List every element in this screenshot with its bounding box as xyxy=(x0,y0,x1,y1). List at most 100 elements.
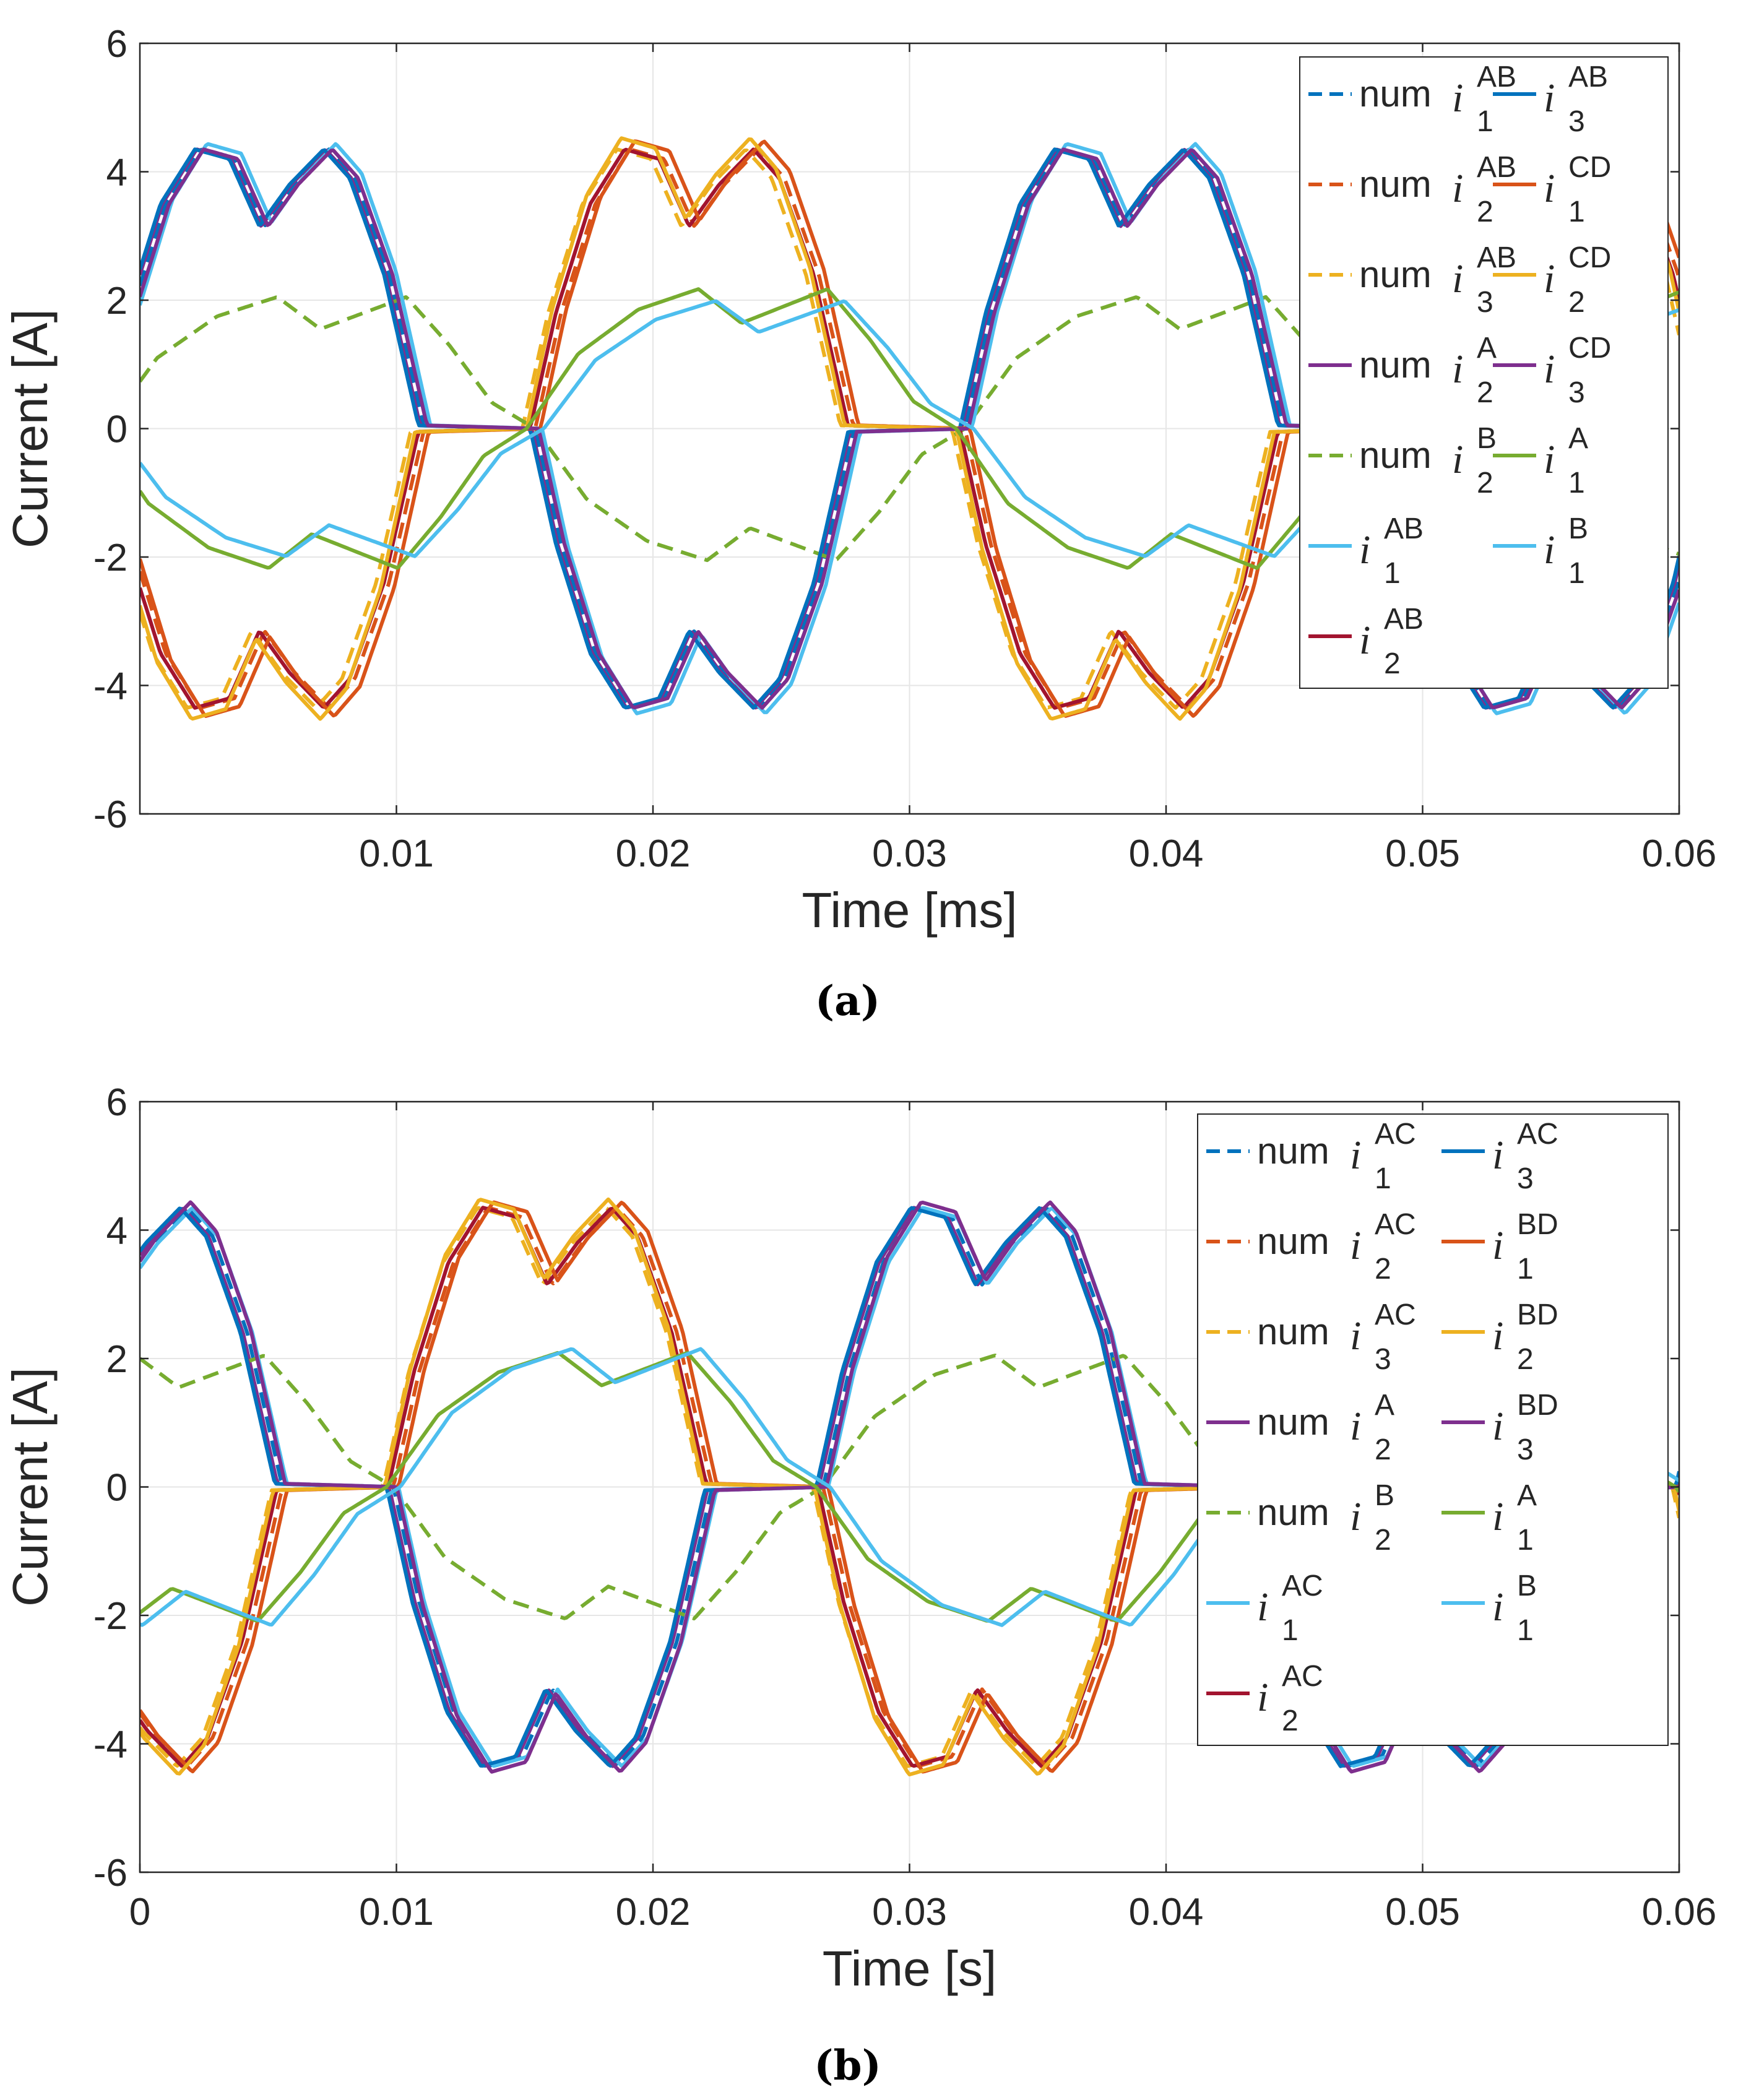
legend-superscript: AC xyxy=(1375,1298,1416,1331)
legend-superscript: AC xyxy=(1517,1118,1558,1151)
legend-item-a9: i CD 1 xyxy=(1493,151,1611,228)
x-tick-label: 0.05 xyxy=(1385,832,1460,875)
legend-prefix: num xyxy=(1257,1401,1329,1443)
y-tick-label: 6 xyxy=(106,1081,127,1124)
legend-superscript: AC xyxy=(1375,1208,1416,1241)
legend-subscript: 2 xyxy=(1568,286,1585,319)
legend-prefix: num xyxy=(1257,1311,1329,1352)
legend-item-b5: num i B 2 xyxy=(1206,1479,1394,1557)
legend-prefix: num xyxy=(1359,434,1432,476)
legend-superscript: AB xyxy=(1477,241,1516,274)
legend-item-b13: i B 1 xyxy=(1441,1570,1537,1647)
legend-superscript: B xyxy=(1375,1479,1394,1512)
legend-subscript: 3 xyxy=(1375,1343,1391,1376)
legend-subscript: 1 xyxy=(1282,1614,1299,1647)
x-axis-label: Time [s] xyxy=(823,1941,996,1996)
legend-superscript: B xyxy=(1477,422,1497,455)
x-tick-label: 0 xyxy=(129,1891,150,1934)
legend-superscript: AB xyxy=(1477,151,1516,184)
legend-superscript: AC xyxy=(1282,1660,1323,1693)
legend-symbol: i xyxy=(1544,527,1555,573)
legend-item-b7: i AC 2 xyxy=(1206,1660,1323,1737)
legend-subscript: 2 xyxy=(1477,376,1493,409)
legend-superscript: AB xyxy=(1384,603,1424,636)
legend-subscript: 2 xyxy=(1477,467,1493,499)
legend-symbol: i xyxy=(1257,1675,1268,1720)
legend-subscript: 2 xyxy=(1384,647,1401,680)
legend-item-b6: i AC 1 xyxy=(1206,1570,1323,1647)
legend-subscript: 1 xyxy=(1568,467,1585,499)
legend-subscript: 2 xyxy=(1282,1705,1299,1737)
legend-item-a11: i CD 3 xyxy=(1493,332,1611,409)
legend-item-a1: num i AB 1 xyxy=(1308,61,1516,138)
x-axis-label: Time [ms] xyxy=(802,883,1017,938)
y-tick-label: -6 xyxy=(93,1852,127,1895)
legend-superscript: CD xyxy=(1568,332,1611,365)
legend-item-b1: num i AC 1 xyxy=(1206,1118,1416,1195)
legend-symbol: i xyxy=(1544,437,1555,482)
legend-superscript: A xyxy=(1375,1389,1394,1422)
legend-box xyxy=(1299,56,1669,689)
x-tick-label: 0.04 xyxy=(1129,832,1204,875)
legend-item-a5: num i B 2 xyxy=(1308,422,1497,499)
panel-caption: (b) xyxy=(814,2041,881,2089)
legend-symbol: i xyxy=(1452,256,1463,301)
legend-symbol: i xyxy=(1350,1494,1361,1539)
x-tick-label: 0.02 xyxy=(616,1891,691,1934)
legend-symbol: i xyxy=(1452,437,1463,482)
legend-symbol: i xyxy=(1452,166,1463,211)
legend-symbol: i xyxy=(1257,1584,1268,1630)
legend-superscript: A xyxy=(1568,422,1588,455)
legend-superscript: B xyxy=(1568,512,1588,545)
legend-subscript: 2 xyxy=(1477,196,1493,228)
legend-subscript: 2 xyxy=(1375,1433,1391,1466)
legend-symbol: i xyxy=(1452,347,1463,392)
legend-symbol: i xyxy=(1492,1584,1503,1630)
legend-subscript: 3 xyxy=(1568,105,1585,138)
legend-prefix: num xyxy=(1359,344,1432,386)
legend-item-b3: num i AC 3 xyxy=(1206,1298,1416,1376)
legend-item-b4: num i A 2 xyxy=(1206,1389,1394,1466)
x-tick-label: 0.05 xyxy=(1385,1891,1460,1934)
y-tick-label: 2 xyxy=(106,280,127,322)
legend-item-b10: i BD 2 xyxy=(1441,1298,1558,1376)
y-tick-label: 0 xyxy=(106,1467,127,1510)
legend-item-a4: num i A 2 xyxy=(1308,332,1497,409)
legend-prefix: num xyxy=(1359,163,1432,205)
series-line-a5 xyxy=(140,295,1679,563)
legend-subscript: 3 xyxy=(1568,376,1585,409)
legend-symbol: i xyxy=(1492,1313,1503,1359)
y-axis-label: Current [A] xyxy=(2,309,58,548)
y-tick-label: -2 xyxy=(93,537,127,579)
legend-subscript: 1 xyxy=(1517,1253,1534,1285)
legend-item-a8: i AB 3 xyxy=(1493,61,1608,138)
panel-caption: (a) xyxy=(815,977,880,1025)
legend-symbol: i xyxy=(1359,527,1370,573)
legend-symbol: i xyxy=(1544,256,1555,301)
legend-symbol: i xyxy=(1492,1133,1503,1178)
legend-superscript: A xyxy=(1517,1479,1537,1512)
legend-subscript: 1 xyxy=(1384,557,1401,590)
y-tick-label: 4 xyxy=(106,152,127,194)
y-tick-label: 6 xyxy=(106,23,127,66)
legend-item-b12: i A 1 xyxy=(1441,1479,1537,1557)
legend-prefix: num xyxy=(1257,1221,1329,1262)
x-tick-label: 0.03 xyxy=(872,832,947,875)
legend-item-a6: i AB 1 xyxy=(1308,512,1424,590)
legend-symbol: i xyxy=(1492,1494,1503,1539)
legend-item-a12: i A 1 xyxy=(1493,422,1588,499)
legend-superscript: BD xyxy=(1517,1208,1558,1241)
legend-symbol: i xyxy=(1452,76,1463,121)
legend-superscript: BD xyxy=(1517,1389,1558,1422)
y-tick-label: -6 xyxy=(93,793,127,836)
y-axis-label: Current [A] xyxy=(2,1367,58,1607)
legend-superscript: AB xyxy=(1568,61,1608,93)
legend-superscript: B xyxy=(1517,1570,1537,1602)
legend-prefix: num xyxy=(1257,1492,1329,1533)
panel-b: -6 -4 -2 0 2 4 6 0 0.01 0.02 0.03 0.04 0.05 0.06 Time … xyxy=(2,1081,1716,2089)
panel-a: -6 -4 -2 0 2 4 6 0.01 0.02 0.03 0.04 0.05 0.06 Time [… xyxy=(2,23,1716,1025)
y-tick-label: -4 xyxy=(93,665,127,708)
legend-item-b8: i AC 3 xyxy=(1441,1118,1558,1195)
